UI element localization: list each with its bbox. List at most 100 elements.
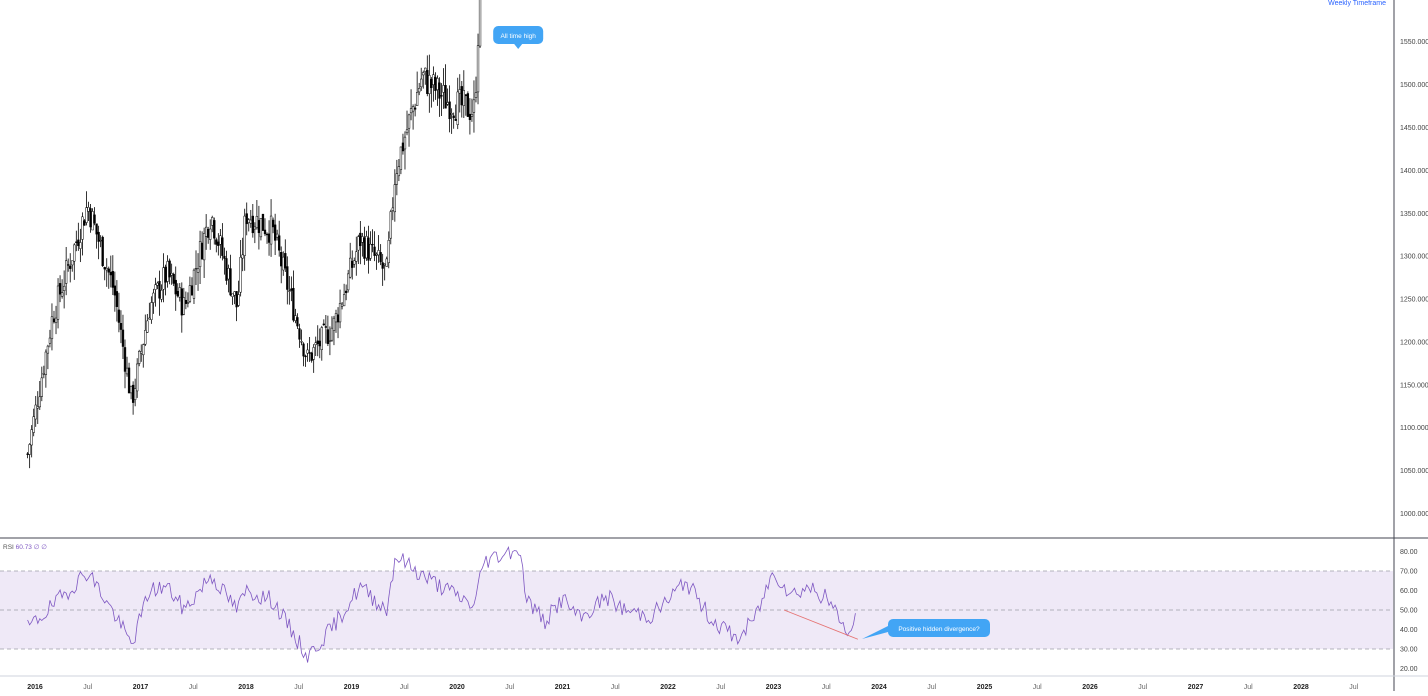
candle-body bbox=[416, 92, 419, 106]
candle-body bbox=[434, 76, 437, 91]
candle-body bbox=[200, 242, 204, 260]
candle-body bbox=[367, 237, 370, 261]
candle-body bbox=[247, 219, 250, 223]
rsi-tick-label: 70.00 bbox=[1400, 569, 1418, 576]
rsi-tick-label: 20.00 bbox=[1400, 666, 1418, 673]
candle-body bbox=[119, 323, 123, 330]
candle-body bbox=[405, 129, 409, 134]
price-tick-label: 1450.000 bbox=[1400, 125, 1428, 132]
candle-body bbox=[411, 106, 415, 112]
time-tick-label: Jul bbox=[83, 684, 92, 691]
candle-body bbox=[101, 236, 104, 266]
candle-body bbox=[103, 267, 106, 270]
candle-body bbox=[209, 228, 212, 240]
time-tick-label: Jul bbox=[822, 684, 831, 691]
candle-body bbox=[296, 317, 299, 327]
candle-body bbox=[389, 211, 392, 239]
candle-body bbox=[269, 215, 273, 245]
candle-body bbox=[261, 213, 265, 231]
candle-body bbox=[340, 303, 344, 307]
candle-body bbox=[401, 142, 405, 152]
candle-body bbox=[196, 268, 200, 273]
candle-body bbox=[440, 95, 443, 97]
candle-body bbox=[478, 0, 482, 47]
divergence-callout-pointer bbox=[862, 626, 888, 639]
divergence-line bbox=[783, 609, 859, 640]
candle-body bbox=[65, 260, 68, 284]
candle-body bbox=[207, 228, 210, 238]
divergence-callout-text: Positive hidden divergence? bbox=[898, 626, 980, 633]
candle-body bbox=[198, 241, 202, 268]
candle-body bbox=[52, 318, 56, 323]
candle-body bbox=[365, 235, 368, 259]
candle-body bbox=[470, 114, 474, 117]
timeframe-label: Weekly Timeframe bbox=[1328, 0, 1386, 7]
candle-body bbox=[184, 299, 188, 304]
time-tick-label: Jul bbox=[1244, 684, 1253, 691]
candle-body bbox=[381, 262, 384, 269]
candle-body bbox=[81, 216, 84, 240]
candle-body bbox=[40, 377, 43, 397]
candle-body bbox=[334, 313, 338, 323]
candle-body bbox=[286, 266, 289, 290]
candle-body bbox=[79, 242, 82, 249]
candle-body bbox=[160, 289, 163, 300]
candle-body bbox=[152, 292, 155, 303]
candle-body bbox=[387, 240, 390, 264]
candle-body bbox=[446, 102, 449, 105]
candle-body bbox=[192, 269, 196, 299]
candle-body bbox=[338, 303, 342, 323]
candle-body bbox=[142, 344, 145, 356]
candle-body bbox=[227, 268, 230, 280]
rsi-tick-label: 30.00 bbox=[1400, 647, 1418, 654]
candle-body bbox=[91, 211, 94, 231]
candle-body bbox=[448, 101, 451, 120]
candle-body bbox=[95, 223, 98, 235]
candle-body bbox=[393, 184, 396, 213]
candle-body bbox=[211, 217, 214, 226]
candle-body bbox=[359, 232, 362, 247]
candle-body bbox=[454, 119, 457, 121]
time-tick-label: Jul bbox=[716, 684, 725, 691]
candle-body bbox=[69, 265, 72, 269]
candle-body bbox=[456, 91, 459, 125]
candle-body bbox=[48, 337, 52, 344]
candle-body bbox=[202, 233, 206, 261]
candle-body bbox=[432, 74, 435, 85]
candle-body bbox=[397, 166, 401, 177]
candle-body bbox=[263, 229, 267, 235]
candle-body bbox=[245, 213, 248, 225]
candle-body bbox=[438, 82, 441, 99]
rsi-tick-label: 40.00 bbox=[1400, 627, 1418, 634]
price-tick-label: 1050.000 bbox=[1400, 468, 1428, 475]
candle-body bbox=[282, 256, 285, 271]
candle-body bbox=[105, 267, 108, 271]
candle-body bbox=[87, 207, 90, 212]
candle-body bbox=[278, 235, 281, 251]
candle-body bbox=[361, 236, 364, 243]
candle-body bbox=[330, 327, 334, 341]
candle-body bbox=[267, 233, 271, 243]
candle-body bbox=[373, 246, 376, 256]
candle-body bbox=[399, 146, 403, 170]
candle-body bbox=[290, 288, 293, 291]
candle-body bbox=[217, 241, 220, 246]
candle-body bbox=[251, 215, 254, 234]
candle-body bbox=[442, 85, 445, 93]
candle-body bbox=[379, 252, 382, 263]
candle-body bbox=[324, 326, 328, 328]
candle-body bbox=[156, 282, 159, 286]
candle-body bbox=[67, 264, 70, 266]
candle-body bbox=[158, 281, 161, 299]
divergence-callout-bubble bbox=[888, 619, 990, 637]
time-tick-label: Jul bbox=[400, 684, 409, 691]
candle-body bbox=[422, 72, 425, 76]
time-tick-label: Jul bbox=[189, 684, 198, 691]
price-tick-label: 1300.000 bbox=[1400, 254, 1428, 261]
candle-body bbox=[111, 271, 114, 288]
candle-body bbox=[83, 220, 86, 226]
candle-body bbox=[243, 215, 246, 256]
candle-body bbox=[28, 444, 31, 455]
